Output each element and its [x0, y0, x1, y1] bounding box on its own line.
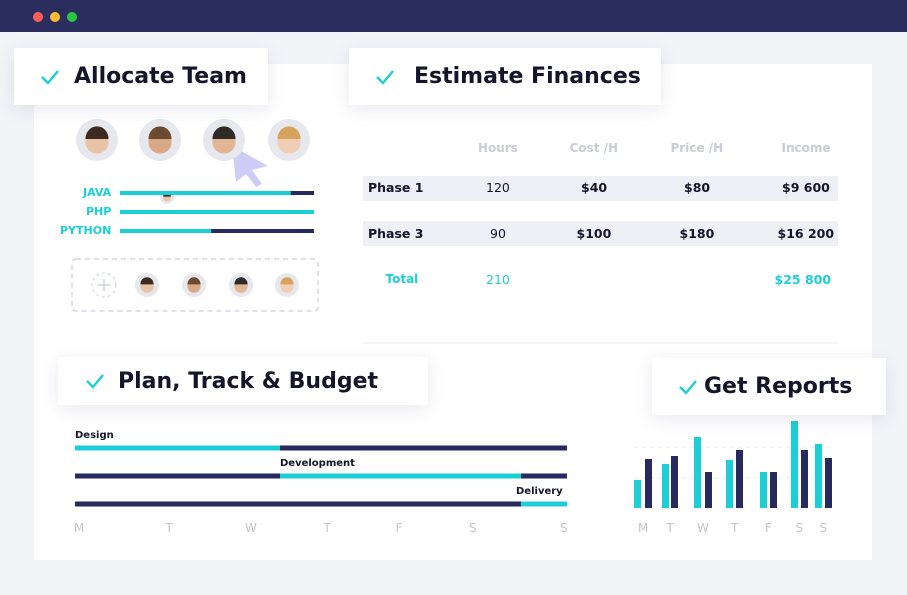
cell: $40 [581, 180, 608, 195]
skill-track [120, 229, 314, 233]
task-label: Development [280, 458, 355, 469]
cell: $100 [576, 226, 612, 241]
column-header: Income [781, 141, 831, 155]
finances-card: Estimate Finances [349, 48, 661, 105]
skill-label: PYTHON [60, 224, 112, 237]
check [86, 374, 104, 389]
task-track [75, 501, 567, 507]
day-label: S [819, 521, 828, 535]
skill-level [120, 191, 291, 195]
card-title: Get Reports [704, 374, 853, 399]
maximize-dot[interactable] [67, 12, 77, 22]
cell: $16 200 [777, 226, 835, 241]
avatar-hair [140, 277, 154, 285]
day-label: T [165, 521, 173, 535]
task-span [75, 445, 280, 451]
cell: $9 600 [782, 180, 830, 195]
report-bar [694, 437, 701, 508]
column-header: Hours [478, 141, 518, 155]
team-dropzone [71, 258, 319, 312]
row-label: Phase 1 [368, 180, 424, 195]
skill-level [120, 229, 212, 233]
row-band [363, 221, 838, 246]
task-span [521, 501, 567, 507]
day-label: S [560, 521, 568, 535]
cell: 90 [490, 226, 506, 241]
total-hours: 210 [486, 272, 510, 287]
skill-label: JAVA [83, 186, 112, 199]
day-label: F [395, 521, 403, 535]
avatar-hair [277, 126, 301, 139]
plan-card: Plan, Track & Budget [58, 357, 428, 405]
add-member[interactable] [91, 272, 117, 298]
avatar-hair [148, 126, 172, 139]
day-label: W [245, 521, 257, 535]
cursor [232, 146, 268, 187]
report-bar [705, 472, 712, 508]
row-band [363, 176, 838, 201]
avatar-hair [212, 126, 236, 139]
total-label: Total [385, 272, 419, 286]
avatar-hair [187, 277, 201, 285]
skill-level [120, 210, 314, 214]
avatar-hair [85, 126, 109, 139]
task-label: Design [75, 430, 114, 441]
task-span [280, 473, 521, 479]
check [679, 379, 697, 395]
day-label: M [74, 521, 85, 535]
cell: $80 [684, 180, 711, 195]
row-label: Phase 3 [368, 226, 424, 241]
task-track [75, 445, 567, 451]
avatar-hair [234, 277, 248, 285]
report-bar [815, 444, 822, 508]
card-title: Allocate Team [74, 64, 247, 89]
report-bar [791, 421, 798, 508]
title-bar [0, 0, 907, 32]
day-label: S [795, 521, 804, 535]
cell: $180 [679, 226, 715, 241]
reports-card: Get Reports [652, 358, 886, 415]
report-bar [662, 464, 669, 508]
column-header: Cost /H [569, 141, 619, 155]
day-label: S [469, 521, 477, 535]
report-bar [736, 450, 743, 508]
report-bar [634, 480, 641, 508]
day-label: F [765, 521, 772, 535]
skill-label: PHP [86, 205, 112, 218]
close-dot[interactable] [33, 12, 43, 22]
column-header: Price /H [670, 141, 724, 155]
allocate-card: Allocate Team [14, 48, 268, 105]
cell: 120 [486, 180, 510, 195]
check [41, 69, 59, 85]
task-label: Delivery [516, 486, 563, 497]
report-bar [726, 460, 733, 508]
report-bar [760, 472, 767, 508]
report-bar [825, 458, 832, 508]
total-income: $25 800 [774, 272, 832, 287]
report-bar [770, 472, 777, 508]
report-bar [671, 456, 678, 508]
day-label: W [697, 521, 709, 535]
card-title: Plan, Track & Budget [118, 368, 379, 394]
plus-icon [98, 279, 110, 291]
report-bar [801, 450, 808, 508]
card-title: Estimate Finances [414, 64, 641, 89]
day-label: T [731, 521, 739, 535]
day-label: M [638, 521, 649, 535]
avatar-hair [280, 277, 294, 285]
day-label: T [666, 521, 674, 535]
minimize-dot[interactable] [50, 12, 60, 22]
day-label: T [323, 521, 331, 535]
check [376, 69, 394, 85]
report-bar [645, 459, 652, 508]
